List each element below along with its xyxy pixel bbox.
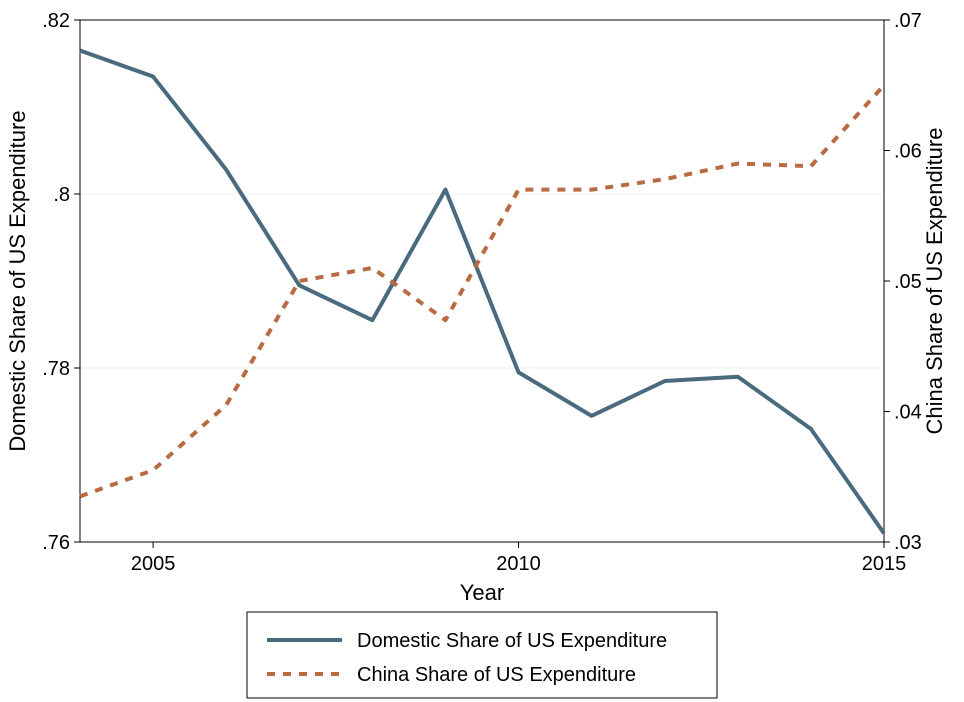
x-axis-label: Year — [460, 580, 504, 605]
y-right-tick-label: .04 — [894, 402, 922, 424]
y-right-axis-label: China Share of US Expenditure — [922, 128, 947, 435]
y-left-tick-label: .82 — [42, 10, 70, 32]
x-tick-label: 2010 — [496, 553, 541, 575]
x-tick-label: 2005 — [131, 553, 176, 575]
y-left-tick-label: .78 — [42, 358, 70, 380]
y-right-tick-label: .05 — [894, 271, 922, 293]
y-left-tick-label: .8 — [53, 184, 70, 206]
chart-container: 2005 2010 2015 Year .76 .78 .8 .82 Domestic Shar… — [0, 0, 964, 702]
x-tick-label: 2015 — [862, 553, 907, 575]
y-left-axis-label: Domestic Share of US Expenditure — [5, 110, 30, 451]
y-left-tick-label: .76 — [42, 532, 70, 554]
y-right-tick-label: .03 — [894, 532, 922, 554]
legend-label: China Share of US Expenditure — [357, 664, 636, 686]
y-right-tick-label: .06 — [894, 141, 922, 163]
y-right-tick-label: .07 — [894, 10, 922, 32]
line-chart: 2005 2010 2015 Year .76 .78 .8 .82 Domestic Shar… — [0, 0, 964, 702]
legend-label: Domestic Share of US Expenditure — [357, 630, 667, 652]
